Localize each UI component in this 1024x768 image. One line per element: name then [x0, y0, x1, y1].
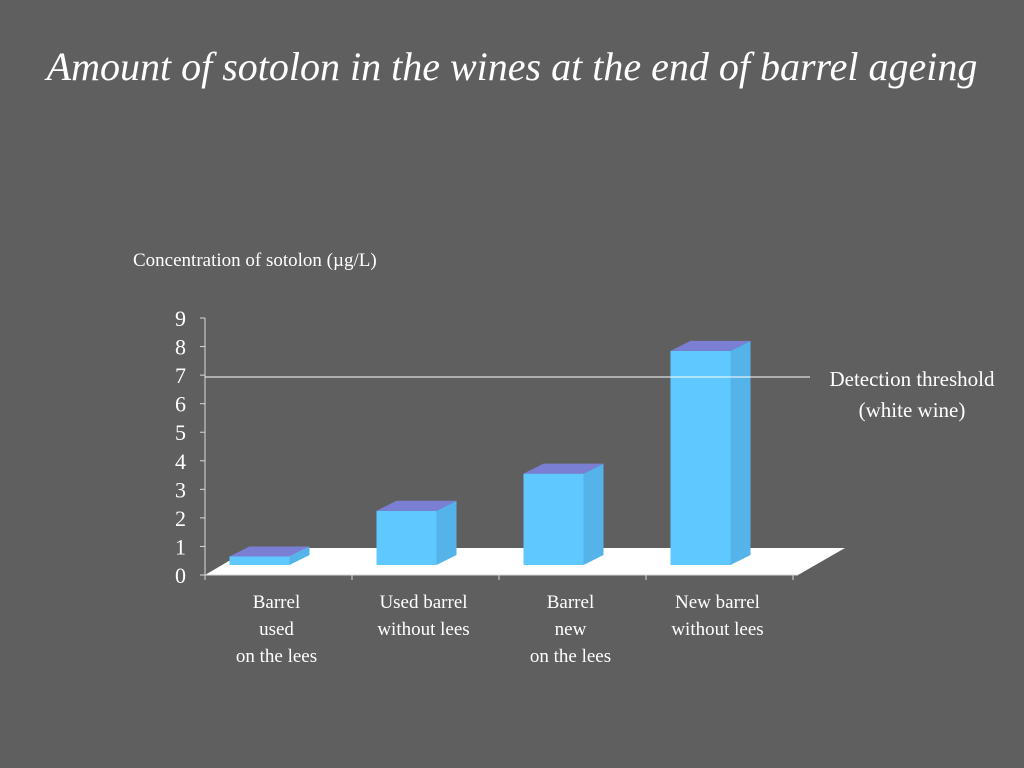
detection-threshold-label: Detection threshold: [829, 367, 995, 391]
x-category-label: Barrel: [253, 592, 300, 613]
x-category-label: on the lees: [236, 646, 317, 667]
y-tick-label: 5: [175, 420, 186, 445]
x-category-label: without lees: [377, 619, 469, 640]
x-category-label: on the lees: [530, 646, 611, 667]
y-tick-label: 4: [175, 449, 186, 474]
bar-side: [583, 463, 604, 565]
bar-side: [289, 546, 310, 565]
x-category-label: Barrel: [547, 592, 594, 613]
x-category-label: new: [555, 619, 587, 640]
bar-top: [670, 340, 751, 351]
y-tick-label: 8: [175, 335, 186, 360]
bar-front: [376, 510, 437, 565]
y-tick-label: 0: [175, 563, 186, 588]
x-category-label: used: [259, 619, 294, 640]
y-tick-label: 3: [175, 477, 186, 502]
bar: [523, 463, 604, 565]
y-axis-label: Concentration of sotolon (µg/L): [133, 250, 377, 271]
bar-side: [730, 340, 751, 565]
x-category-label: New barrel: [675, 592, 760, 613]
bar-top: [229, 546, 310, 557]
y-tick-label: 9: [175, 306, 186, 331]
detection-threshold-label: (white wine): [859, 398, 966, 422]
y-tick-label: 2: [175, 506, 186, 531]
y-tick-label: 7: [175, 363, 186, 388]
bar-front: [523, 473, 584, 565]
x-category-label: without lees: [671, 619, 763, 640]
bar-front: [229, 556, 290, 565]
slide-title: Amount of sotolon in the wines at the en…: [46, 44, 978, 89]
bar-top: [376, 500, 457, 511]
x-category-label: Used barrel: [379, 592, 467, 613]
bar-top: [523, 463, 604, 474]
y-tick-label: 1: [175, 534, 186, 559]
y-tick-label: 6: [175, 392, 186, 417]
bar: [229, 546, 310, 565]
bar: [670, 340, 751, 565]
bar-side: [436, 500, 457, 565]
bar-front: [670, 350, 731, 565]
bar: [376, 500, 457, 565]
